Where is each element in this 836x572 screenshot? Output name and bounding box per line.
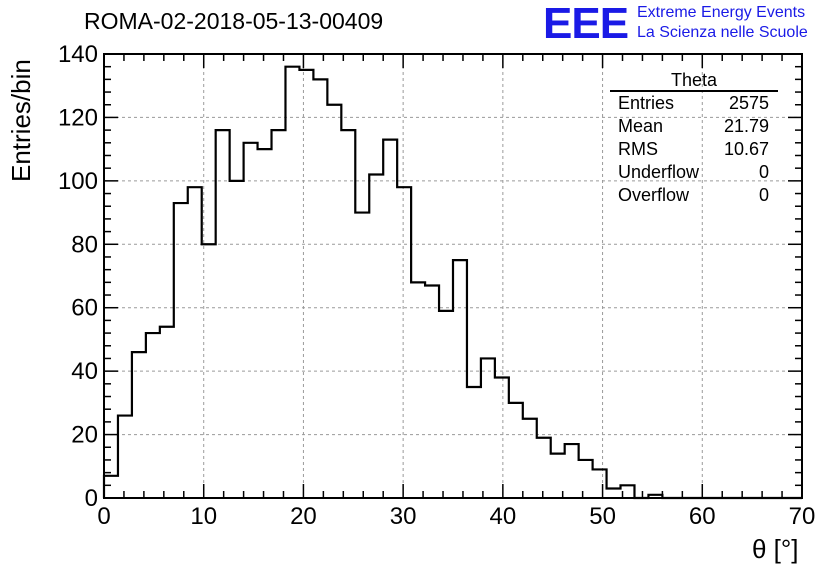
histogram-bin: [453, 260, 467, 498]
stats-row-mean: Mean 21.79: [610, 115, 778, 138]
stats-row-rms: RMS 10.67: [610, 138, 778, 161]
histogram-bin: [439, 311, 453, 498]
histogram-bin: [132, 352, 146, 498]
histogram-bin: [160, 327, 174, 498]
histogram-bin: [188, 187, 202, 498]
stats-label: Overflow: [618, 185, 690, 205]
axis-ticks: [103, 53, 803, 499]
logo-caption-line2: La Scienza nelle Scuole: [637, 24, 808, 41]
stats-value: 0: [758, 162, 769, 182]
y-tick-label: 40: [71, 358, 98, 385]
y-tick-label: 60: [71, 295, 98, 322]
histogram-bin: [258, 149, 272, 498]
histogram-bin: [355, 213, 369, 498]
logo-caption: Extreme Energy Events La Scienza nelle S…: [637, 3, 808, 43]
histogram-bin: [216, 130, 230, 498]
stats-label: Mean: [618, 116, 664, 136]
stats-label: RMS: [618, 139, 658, 159]
stats-value: 21.79: [723, 116, 769, 136]
histogram-bin: [523, 419, 537, 498]
x-tick-label: 0: [97, 503, 110, 530]
x-tick-label: 40: [490, 503, 517, 530]
x-tick-label: 70: [789, 503, 816, 530]
histogram-bin: [104, 476, 118, 498]
x-tick-label: 60: [689, 503, 716, 530]
logo-caption-line1: Extreme Energy Events: [637, 4, 806, 21]
y-tick-label: 140: [58, 41, 98, 68]
histogram-bin: [146, 333, 160, 498]
stats-row-entries: Entries 2575: [610, 92, 778, 115]
stats-row-underflow: Underflow 0: [610, 161, 778, 184]
plot-title: ROMA-02-2018-05-13-00409: [84, 8, 384, 34]
histogram-bin: [244, 143, 258, 498]
histogram-bin: [174, 203, 188, 498]
x-axis-label: θ [°]: [752, 534, 799, 564]
stats-title: Theta: [610, 70, 778, 92]
histogram-bin: [313, 79, 327, 498]
eee-logo: EEE: [543, 0, 629, 48]
histogram-bin: [272, 130, 286, 498]
histogram-bin: [607, 488, 621, 498]
tick-labels: 0 10 20 30 40 50 60 70 0 20 40 60 80 100 120 140: [58, 41, 815, 530]
histogram-bin: [411, 282, 425, 498]
histogram-bins: [104, 67, 662, 498]
histogram-bin: [285, 67, 299, 498]
histogram-bin: [369, 175, 383, 498]
histogram-bin: [230, 181, 244, 498]
y-tick-label: 0: [85, 485, 98, 512]
y-axis-label: Entries/bin: [6, 59, 36, 182]
x-tick-label: 20: [290, 503, 317, 530]
histogram-bin: [425, 286, 439, 498]
y-tick-label: 100: [58, 168, 98, 195]
y-tick-label: 120: [58, 104, 98, 131]
histogram-bin: [341, 130, 355, 498]
stats-label: Entries: [618, 93, 675, 113]
histogram-outline: [102, 65, 802, 500]
plot-frame: [103, 53, 803, 499]
histogram-bin: [537, 438, 551, 498]
x-tick-label: 10: [190, 503, 217, 530]
stats-value: 2575: [728, 93, 769, 113]
y-tick-label: 20: [71, 422, 98, 449]
histogram-bin: [327, 105, 341, 498]
histogram-bin: [397, 187, 411, 498]
stats-row-overflow: Overflow 0: [610, 184, 778, 207]
x-tick-label: 30: [390, 503, 417, 530]
y-axis-label-box: Entries/bin: [4, 59, 38, 198]
histogram-bin: [118, 416, 132, 498]
stats-label: Underflow: [618, 162, 700, 182]
histogram-bin: [565, 444, 579, 498]
stats-value: 0: [758, 185, 769, 205]
histogram-bin: [467, 387, 481, 498]
histogram-bin: [579, 460, 593, 498]
histogram-bin: [509, 403, 523, 498]
stats-box: Theta Entries 2575 Mean 21.79 RMS 10.67 …: [610, 70, 778, 207]
histogram-bin: [481, 358, 495, 498]
histogram-bin: [495, 377, 509, 498]
histogram-bin: [299, 70, 313, 498]
x-tick-label: 50: [589, 503, 616, 530]
stats-value: 10.67: [723, 139, 769, 159]
grid-lines: [104, 54, 802, 498]
histogram-bin: [383, 140, 397, 498]
y-tick-label: 80: [71, 231, 98, 258]
histogram-bin: [593, 469, 607, 498]
